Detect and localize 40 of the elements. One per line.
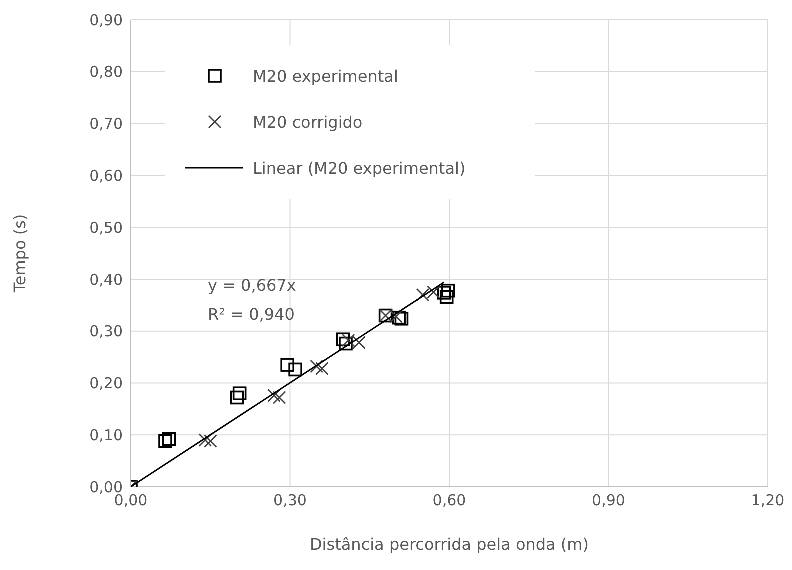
x-tick-label: 0,90	[592, 492, 626, 510]
point	[288, 362, 302, 377]
point	[272, 391, 286, 404]
point	[394, 312, 409, 326]
point	[392, 310, 406, 325]
x-tick-label: 1,20	[751, 492, 785, 510]
point	[198, 434, 212, 447]
annotation: y = 0,667x	[208, 276, 296, 295]
point	[230, 390, 244, 405]
y-tick-label: 0,50	[90, 218, 123, 237]
y-tick-label: 0,20	[90, 374, 123, 393]
annotation: R² = 0,940	[208, 305, 295, 324]
point	[232, 386, 247, 400]
y-axis-title: Tempo (s)	[10, 214, 30, 294]
point	[158, 434, 172, 448]
y-tick-label: 0,70	[90, 115, 123, 134]
point	[339, 336, 353, 351]
point	[310, 360, 324, 374]
point	[442, 284, 456, 298]
x-axis-title: Distância percorrida pela onda (m)	[310, 535, 590, 554]
y-tick-label: 0,80	[90, 63, 123, 82]
y-tick-label: 0,60	[90, 166, 123, 185]
legend-label: Linear (M20 experimental)	[253, 158, 466, 178]
point	[315, 362, 329, 376]
y-tick-label: 0,40	[90, 270, 123, 289]
y-tick-label: 0,30	[90, 322, 123, 341]
point	[204, 434, 218, 448]
point	[162, 432, 176, 446]
x-tick-label: 0,00	[114, 492, 148, 510]
point	[280, 358, 294, 372]
legend-label: M20 experimental	[253, 66, 398, 86]
point	[268, 388, 282, 402]
legend-label: M20 corrigido	[253, 112, 363, 132]
point	[440, 290, 454, 304]
y-tick-label: 0,10	[90, 426, 123, 444]
x-tick-label: 0,60	[432, 492, 466, 510]
y-tick-label: 0,90	[90, 11, 123, 30]
point	[336, 332, 350, 347]
point	[437, 286, 452, 300]
x-tick-label: 0,30	[274, 492, 307, 510]
